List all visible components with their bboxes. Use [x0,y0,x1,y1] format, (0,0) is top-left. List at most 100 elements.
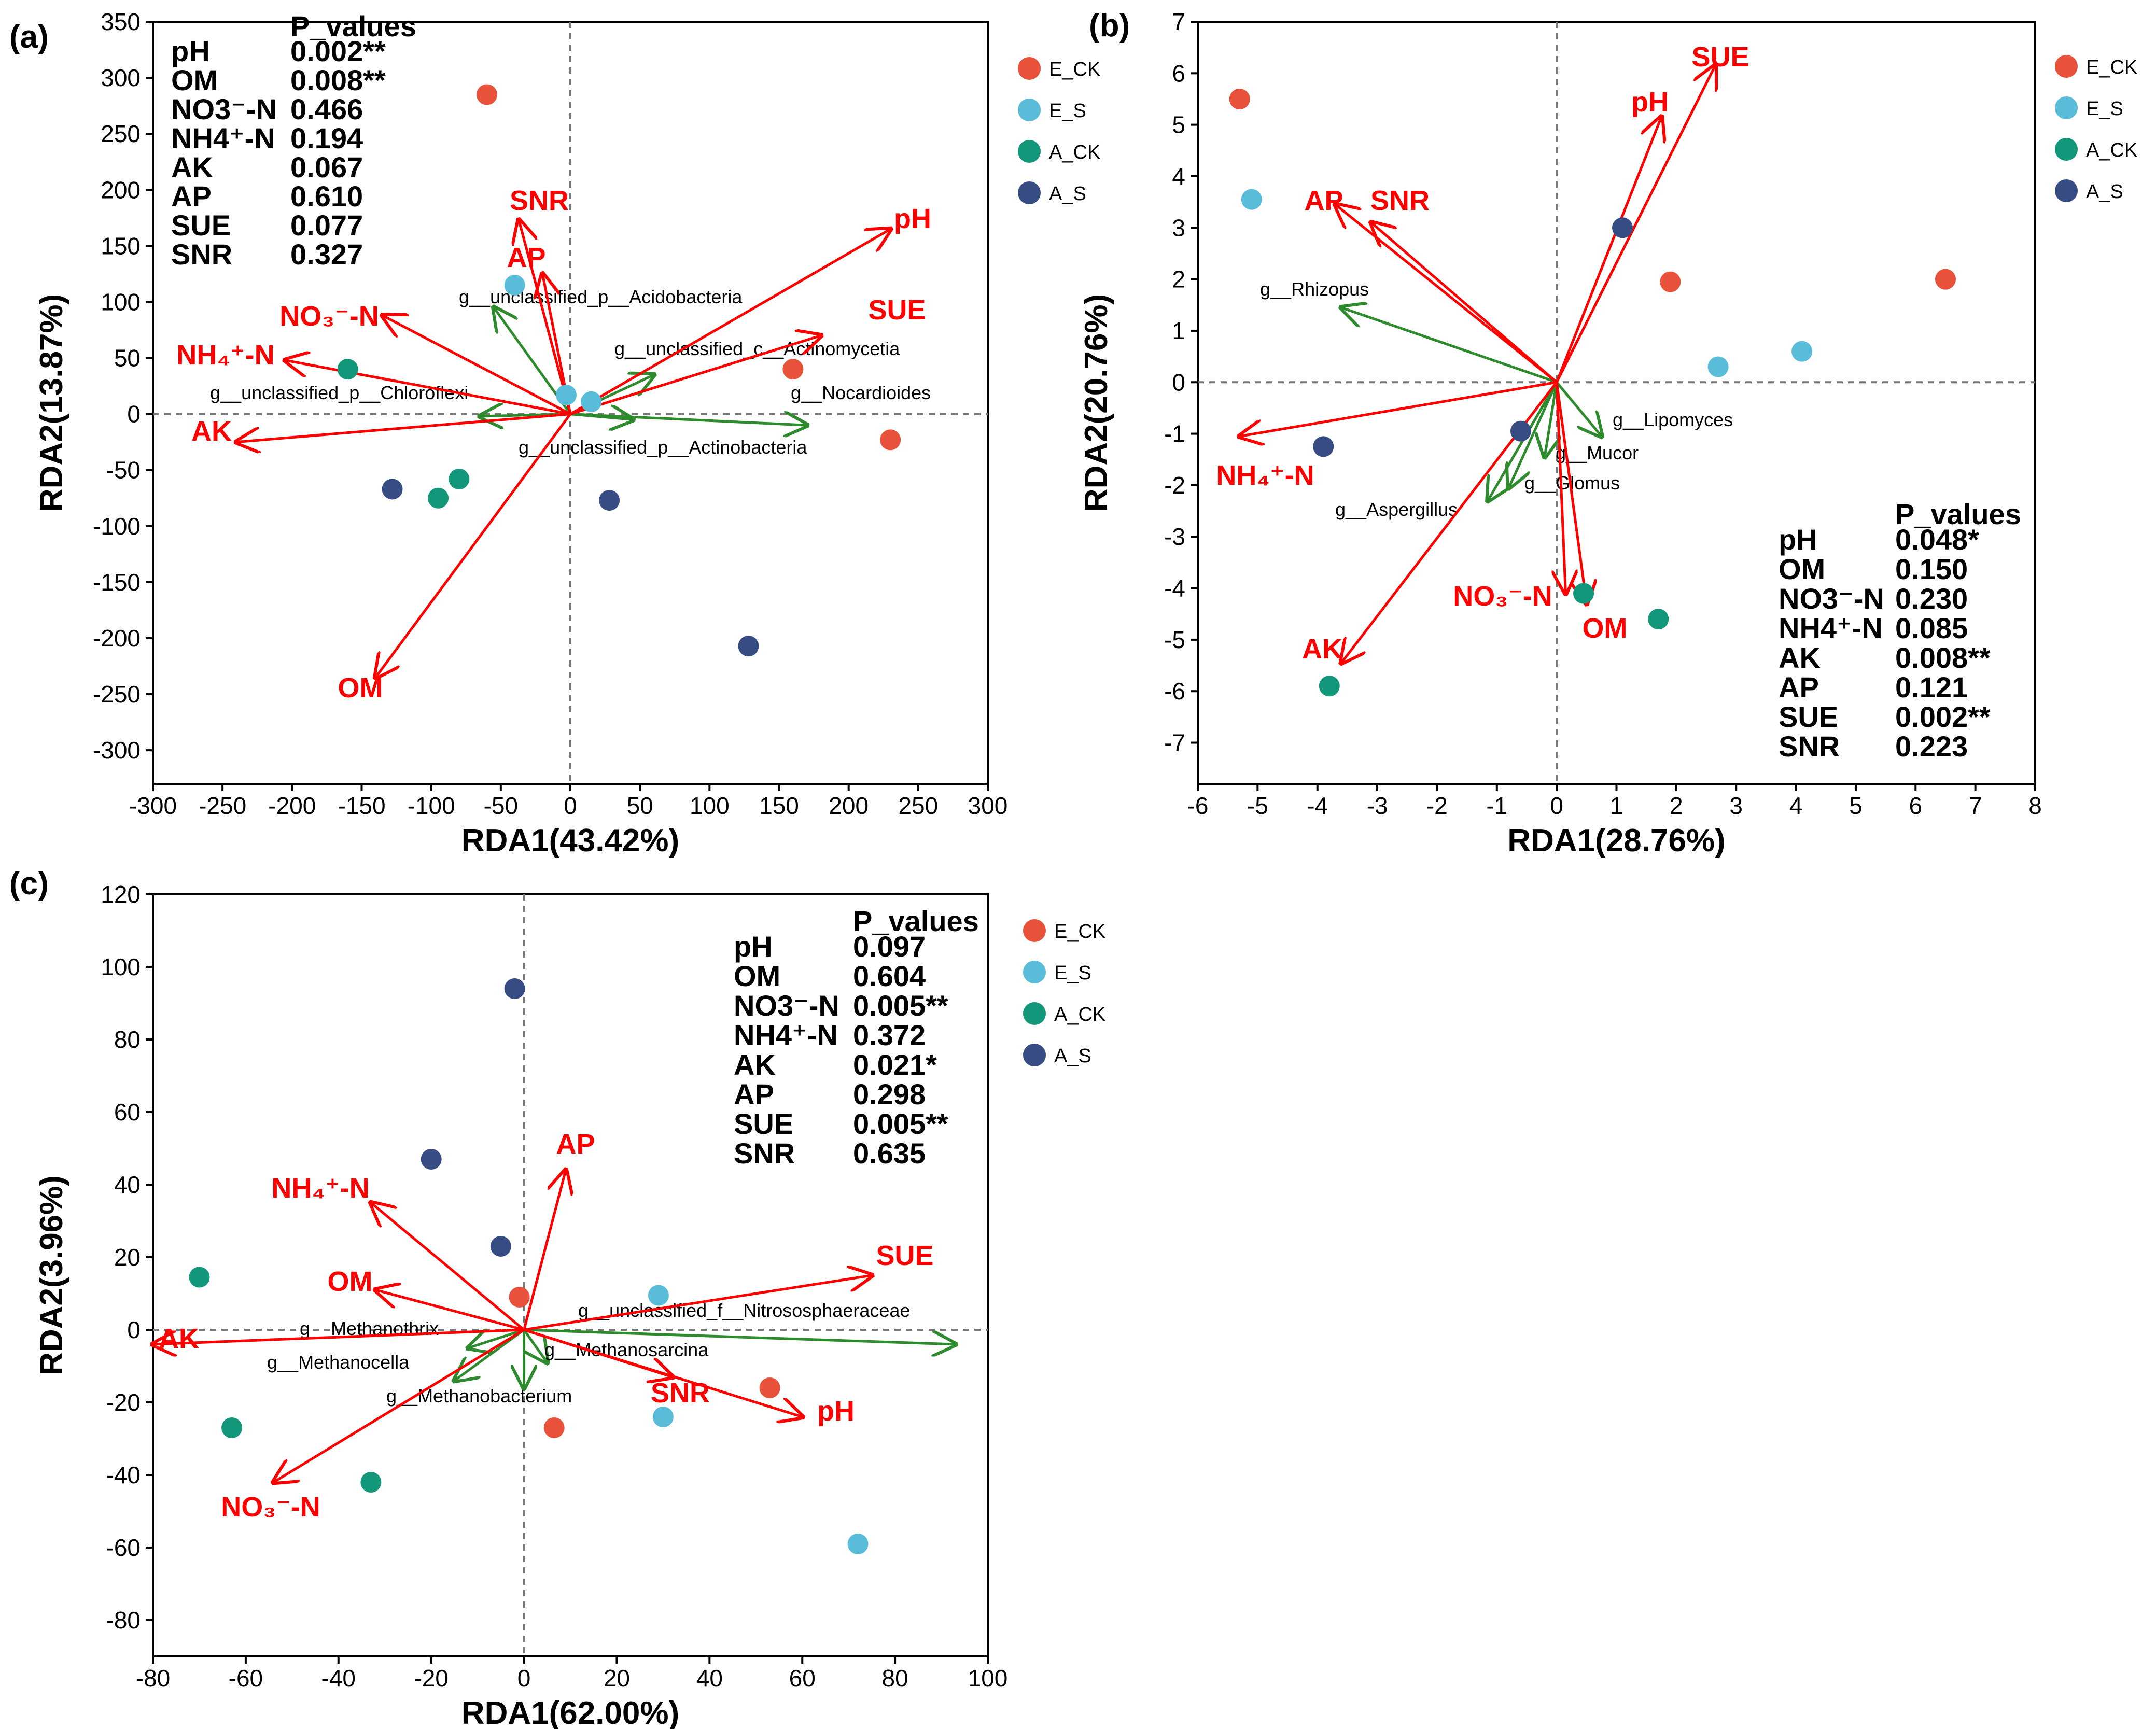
panel-label: (c) [9,866,49,902]
point-e-s [504,275,525,296]
x-tick-label: -100 [408,792,455,819]
legend-marker-a-ck [1023,1002,1046,1025]
legend-marker-e-s [1023,961,1046,983]
legend-marker-a-ck [2055,138,2078,161]
pvalue-value: 0.085 [1895,612,1968,644]
y-axis-title: RDA2(20.76%) [1079,294,1114,512]
x-tick-label: 7 [1969,792,1982,819]
env-label-no-n: NO₃⁻-N [279,301,379,332]
legend-marker-e-ck [2055,55,2078,78]
pvalue-name: NO3⁻-N [1779,582,1884,615]
x-tick-label: -2 [1426,792,1448,819]
env-label-ph: pH [1631,87,1669,118]
plot-frame [152,893,989,1657]
y-tick-label: 40 [114,1171,141,1198]
x-tick-label: 60 [789,1665,816,1692]
env-label-sue: SUE [876,1240,933,1271]
point-e-ck [759,1377,780,1398]
x-tick-label: -4 [1307,792,1328,819]
point-e-s [1791,341,1813,362]
y-tick-label: -40 [106,1461,141,1488]
y-tick-label: 1 [1172,317,1185,344]
taxon-arrow-g-methanosarcina [523,1329,548,1362]
pvalue-value: 0.604 [853,960,926,992]
env-label-ak: AK [159,1323,199,1354]
y-tick-label: 3 [1172,214,1185,241]
env-label-snr: SNR [510,185,569,216]
env-label-sue: SUE [1691,41,1749,73]
panel-c: -80 -60 -40 -20 0 20 40 60 80 100 -80 -60 -40 -20 0 20 4… [9,866,1105,1729]
env-arrow-ak [153,1328,524,1344]
panel-label: (b) [1089,8,1130,44]
x-tick-label: 0 [517,1665,531,1692]
env-arrow-no-n [274,1328,525,1482]
y-tick-label: 4 [1172,163,1185,190]
legend-label-a-ck: A_CK [1054,1004,1105,1025]
y-tick-label: -250 [93,681,141,708]
x-tick-label: 3 [1729,792,1743,819]
env-label-no-n: NO₃⁻-N [221,1492,320,1523]
taxon-label-g-unclassified-p-chloroflexi: g__unclassified_p__Chloroflexi [210,382,468,403]
pvalue-name: SUE [171,209,231,242]
legend-marker-a-s [1023,1044,1046,1066]
pvalue-name: OM [1779,553,1825,585]
legend-label-e-s: E_S [1054,962,1091,984]
y-tick-label: -6 [1164,678,1185,705]
point-e-ck [543,1417,565,1438]
y-tick-label: 80 [114,1026,141,1053]
point-a-ck [1573,583,1594,604]
y-tick-label: 300 [101,64,141,91]
x-tick-label: -150 [338,792,385,819]
pvalue-name: SUE [734,1107,793,1140]
env-arrow-ph [523,1328,803,1417]
y-tick-label: -80 [106,1607,141,1634]
x-axis-title: RDA1(28.76%) [1507,823,1725,859]
taxon-arrow-g-lipomyces [1556,381,1602,436]
taxon-arrow-g-unclassified-p-actinobacteria [570,414,633,420]
y-tick-label: -4 [1164,575,1185,602]
x-tick-label: 0 [1550,792,1563,819]
point-a-s [421,1149,442,1170]
y-tick-label: 0 [1172,369,1185,396]
x-tick-label: 250 [898,792,938,819]
legend-marker-e-ck [1023,919,1046,942]
y-tick-label: 100 [101,288,141,315]
x-tick-label: -20 [414,1665,448,1692]
y-tick-label: 150 [101,232,141,259]
point-e-s [652,1407,674,1427]
point-a-ck [221,1417,243,1438]
point-a-ck [337,359,358,380]
x-tick-label: 4 [1789,792,1803,819]
pvalue-name: pH [734,930,773,963]
point-e-s [847,1534,869,1554]
env-arrow-nh-n [285,360,571,416]
legend-label-a-ck: A_CK [2086,139,2137,161]
pvalue-value: 0.223 [1895,730,1968,763]
point-e-s [1241,189,1262,210]
env-arrow-snr [1371,222,1558,384]
pvalue-value: 0.327 [290,238,363,271]
point-e-ck [1660,271,1681,292]
pvalue-value: 0.067 [290,151,363,184]
x-tick-label: 8 [2028,792,2042,819]
env-arrow-sue [1555,65,1715,383]
pvalue-value: 0.466 [290,93,363,125]
pvalues-title: P_values [853,905,979,937]
pvalue-name: AP [734,1078,774,1111]
x-tick-label: -5 [1247,792,1268,819]
pvalue-value: 0.008** [290,64,386,96]
y-tick-label: 2 [1172,266,1185,293]
env-label-om: OM [338,672,383,704]
point-a-s [490,1236,511,1257]
env-arrow-om [375,1290,525,1331]
taxon-label-g-rhizopus: g__Rhizopus [1260,278,1369,300]
legend-label-e-ck: E_CK [1049,59,1100,80]
y-tick-label: -60 [106,1534,141,1561]
y-tick-label: 60 [114,1099,141,1126]
panel-b: -6 -5 -4 -3 -2 -1 0 1 2 3 4 5 6 7 8 -7 -6 -5 -4 -3 -2 -1 0 1 2 3 4… [1079,8,2137,859]
pvalue-value: 0.002** [290,35,386,67]
x-tick-label: -80 [136,1665,170,1692]
x-tick-label: 20 [604,1665,630,1692]
taxon-label-g-methanocella: g__Methanocella [267,1352,410,1373]
